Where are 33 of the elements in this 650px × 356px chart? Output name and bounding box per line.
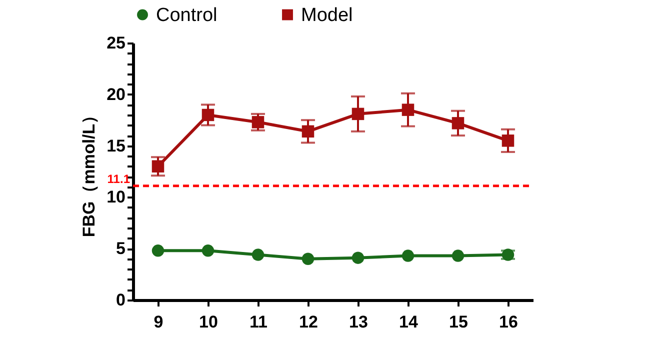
point — [452, 250, 464, 262]
x-tick-label: 9 — [154, 312, 164, 332]
point — [302, 125, 314, 138]
y-tick-label: 20 — [106, 84, 126, 104]
point — [252, 116, 264, 128]
y-tick-label: 15 — [106, 136, 126, 156]
x-tick-label: 10 — [199, 312, 218, 332]
ref-line-label: 11.1 — [107, 172, 130, 186]
point — [502, 134, 514, 147]
y-tick-label: 5 — [116, 239, 126, 258]
point — [152, 160, 164, 172]
y-axis-title: FBG（mmol/L） — [80, 106, 99, 238]
point — [402, 104, 414, 116]
legend-label: Control — [156, 4, 218, 26]
legend-label: Model — [301, 4, 353, 26]
x-tick-label: 12 — [299, 312, 318, 332]
y-tick-label: 0 — [116, 290, 126, 310]
x-tick-label: 16 — [499, 312, 518, 332]
y-tick-label: 25 — [106, 34, 126, 52]
y-tick-label: 10 — [106, 188, 126, 207]
x-tick-label: 14 — [399, 312, 418, 332]
point — [352, 252, 364, 264]
point — [202, 244, 214, 257]
point — [452, 117, 464, 130]
point — [352, 108, 364, 120]
point — [302, 252, 314, 265]
x-tick-label: 15 — [449, 312, 468, 332]
point — [202, 108, 214, 122]
point — [252, 248, 264, 261]
point — [402, 250, 414, 262]
x-tick-label: 13 — [349, 312, 368, 332]
point — [152, 244, 164, 257]
x-tick-label: 11 — [250, 312, 268, 332]
